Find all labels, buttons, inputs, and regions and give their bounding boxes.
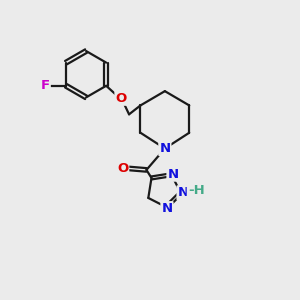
Text: N: N: [178, 186, 189, 199]
Text: N: N: [159, 142, 170, 155]
Text: O: O: [117, 162, 128, 175]
Text: N: N: [167, 168, 178, 181]
Text: F: F: [41, 79, 50, 92]
Text: N: N: [161, 202, 172, 215]
Text: -H: -H: [188, 184, 205, 197]
Text: O: O: [116, 92, 127, 105]
